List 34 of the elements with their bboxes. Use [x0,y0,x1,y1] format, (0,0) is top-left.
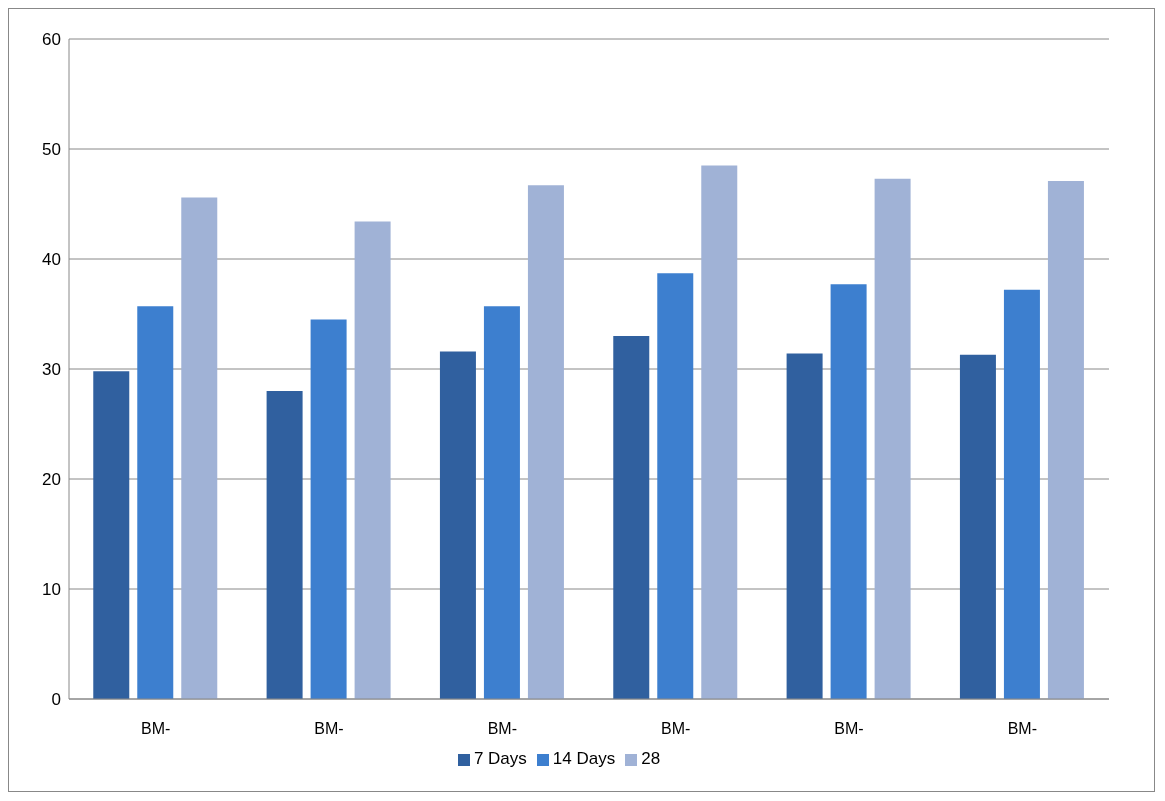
bar [1047,180,1084,699]
bar [181,197,218,699]
bar [613,336,650,699]
bar [354,221,391,699]
y-tick-label: 0 [51,690,61,710]
legend-label: 7 Days [473,749,527,768]
bar [439,351,476,699]
bar [874,178,911,699]
bar [657,273,694,699]
bar [483,306,520,699]
y-tick-label: 30 [42,360,61,380]
bar [701,165,738,699]
legend-label: 14 Days [552,749,616,768]
bar [786,353,823,699]
y-tick-label: 60 [42,30,61,50]
y-tick-label: 20 [42,470,61,490]
bar [266,391,303,699]
x-tick-label: BM- [141,720,171,738]
bar [310,319,347,699]
bar [527,185,564,699]
x-tick-label: BM- [661,720,691,738]
y-tick-label: 10 [42,580,61,600]
y-tick-label: 40 [42,250,61,270]
bar [137,306,174,699]
bar [93,371,130,699]
legend-label: 28 [641,749,661,768]
x-tick-label: BM- [1007,720,1037,738]
y-tick-label: 50 [42,140,61,160]
bar [959,354,996,699]
bar [1003,289,1040,699]
x-tick-label: BM- [487,720,517,738]
x-tick-label: BM- [834,720,864,738]
bar [830,284,867,699]
x-tick-label: BM- [314,720,344,738]
